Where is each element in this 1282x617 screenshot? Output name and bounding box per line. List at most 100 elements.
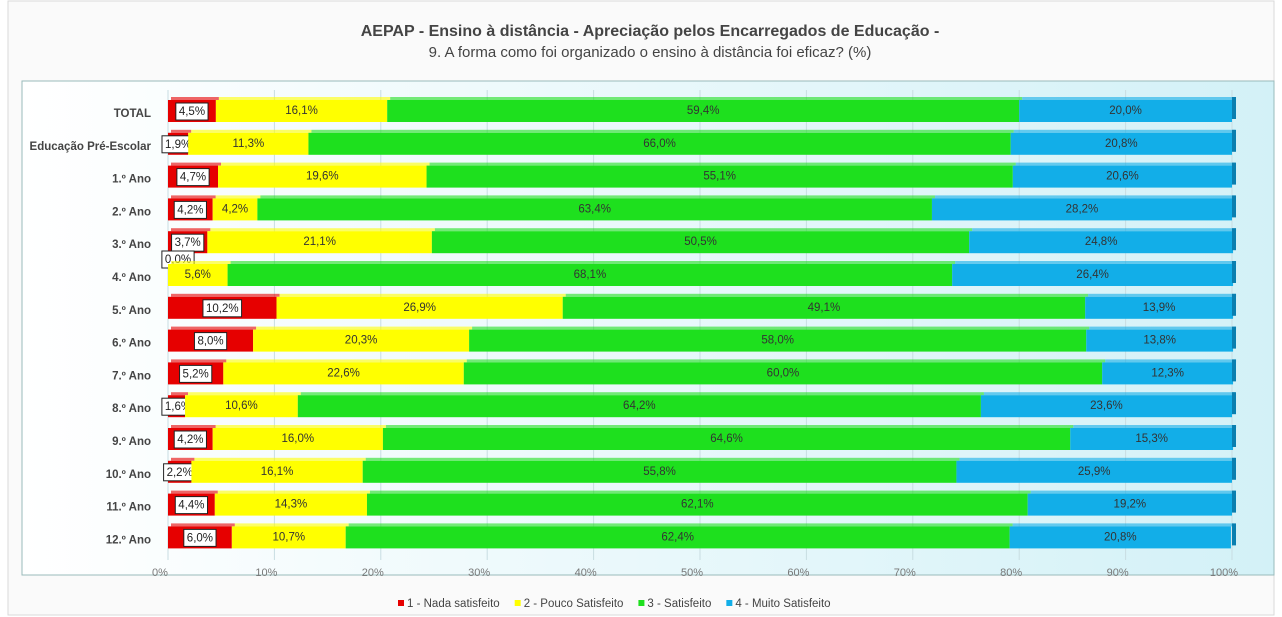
value-label: 20,8%	[1105, 138, 1138, 150]
bar-segment	[931, 198, 1232, 221]
value-label: 2,2%	[167, 467, 193, 479]
value-label: 13,8%	[1143, 335, 1176, 347]
bar-shade	[959, 457, 1235, 461]
value-label-box	[183, 528, 217, 547]
value-label: 19,6%	[306, 171, 339, 183]
x-tick-label: 20%	[362, 567, 384, 579]
bar-segment	[253, 329, 470, 352]
bar-segment	[969, 231, 1234, 254]
value-label: 19,2%	[1114, 499, 1147, 511]
x-tick-label: 100%	[1210, 567, 1238, 579]
bar-shade	[1022, 97, 1235, 100]
value-label: 25,9%	[1078, 466, 1111, 478]
legend-label: 4 - Muito Satisfeito	[735, 598, 830, 610]
bar-shade	[215, 195, 261, 199]
bar-shade	[171, 392, 189, 396]
value-label: 16,1%	[285, 105, 318, 117]
value-label: 50,5%	[684, 236, 717, 248]
value-label: 14,3%	[275, 499, 308, 511]
value-label: 5,6%	[185, 269, 211, 281]
y-tick-label: 8.º Ano	[112, 403, 151, 415]
bar-segment	[463, 362, 1103, 385]
bar-end	[1232, 359, 1236, 382]
bar-segment	[1012, 165, 1232, 188]
value-label: 4,7%	[180, 172, 206, 184]
value-label-group: 4,4%	[174, 496, 209, 515]
bar-shade	[171, 261, 231, 264]
bar-shade	[1013, 129, 1235, 133]
value-label: 10,2%	[206, 303, 239, 315]
bar-shade	[365, 457, 960, 461]
value-label-box	[173, 430, 207, 449]
y-tick-label: TOTAL	[114, 108, 151, 120]
bar-shade	[466, 359, 1106, 363]
value-label-box	[174, 496, 209, 515]
x-tick-label: 70%	[894, 567, 916, 579]
value-label: 26,9%	[403, 302, 436, 314]
x-tick-label: 0%	[152, 567, 168, 579]
bar-segment	[980, 395, 1232, 418]
value-label: 11,3%	[232, 138, 264, 150]
bar-end	[1232, 228, 1236, 251]
bar-shade	[260, 195, 935, 199]
value-label-group: 4,2%	[173, 200, 207, 219]
value-label: 10,6%	[225, 400, 258, 412]
legend-swatch	[398, 600, 404, 606]
value-label-box	[179, 364, 213, 383]
bar-shade	[300, 392, 984, 396]
bar-segment	[431, 231, 970, 254]
bar-end	[1232, 261, 1236, 283]
bar-end	[1232, 293, 1236, 316]
bar-segment	[956, 460, 1232, 483]
bar-shade	[221, 162, 430, 166]
value-label: 63,4%	[578, 203, 611, 215]
value-label: 15,3%	[1135, 433, 1168, 445]
value-label: 12,3%	[1151, 367, 1184, 379]
bar-segment	[188, 132, 309, 155]
bar-shade	[226, 359, 467, 363]
legend-swatch	[726, 600, 733, 606]
value-label-group: 4,2%	[173, 430, 207, 449]
bar-shade	[1012, 523, 1234, 527]
bar-shade	[171, 425, 216, 428]
bar-shade	[171, 162, 222, 166]
bar-segment	[387, 100, 1020, 122]
value-label: 5,2%	[183, 368, 209, 380]
legend-swatch	[514, 600, 521, 606]
bar-shade	[171, 457, 195, 461]
value-label-group: 2,2%	[163, 463, 197, 482]
value-label: 4,2%	[177, 204, 203, 216]
value-label: 1,6%	[165, 401, 191, 413]
value-label: 60,0%	[767, 367, 800, 379]
value-label: 55,1%	[703, 171, 736, 183]
bar-shade	[1015, 162, 1235, 166]
bar-shade	[1030, 490, 1235, 494]
bar-segment	[1070, 428, 1234, 450]
y-tick-label: 10.º Ano	[106, 469, 151, 481]
bar-segment	[1010, 132, 1232, 155]
value-label: 68,1%	[574, 269, 607, 281]
bar-end	[1232, 425, 1236, 447]
legend-label: 2 - Pouco Satisfeito	[524, 598, 624, 610]
value-label: 13,9%	[1143, 302, 1176, 314]
bar-shade	[171, 97, 219, 100]
value-label-group: 4,7%	[176, 168, 210, 187]
bar-segment	[212, 428, 383, 450]
bar-segment	[218, 165, 427, 188]
bar-segment	[469, 329, 1087, 352]
value-label: 59,4%	[687, 105, 720, 117]
bar-shade	[188, 392, 301, 396]
legend-label: 3 - Satisfeito	[647, 598, 711, 610]
y-tick-label: 9.º Ano	[112, 436, 151, 448]
bar-shade	[279, 293, 566, 297]
bar-shade	[217, 490, 370, 494]
bar-shade	[1089, 326, 1237, 330]
bar-segment	[257, 198, 932, 221]
bar-segment	[297, 395, 981, 418]
bar-shade	[434, 228, 973, 232]
bar-segment	[382, 428, 1071, 450]
bar-shade	[256, 326, 473, 330]
value-label: 20,0%	[1109, 105, 1142, 117]
bar-segment	[207, 231, 432, 254]
